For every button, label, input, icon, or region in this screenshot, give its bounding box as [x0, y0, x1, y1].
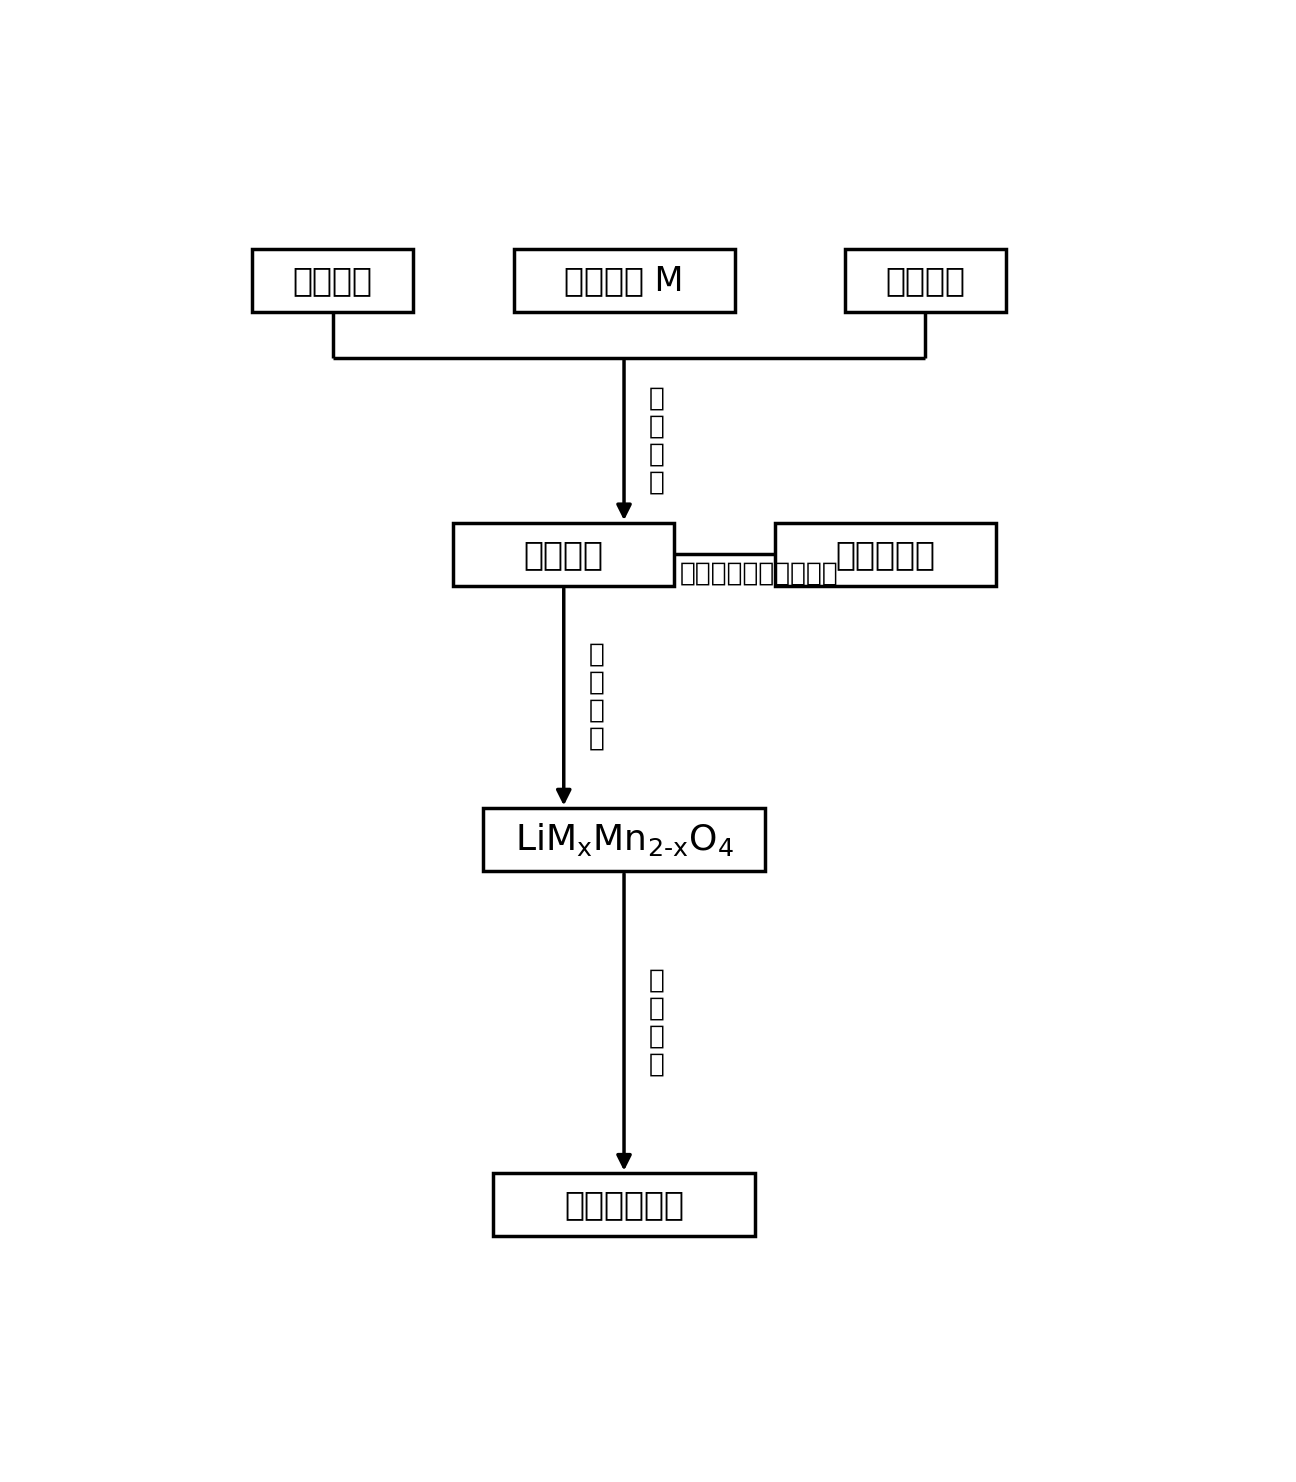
Text: 锰源原料: 锰源原料	[885, 264, 966, 296]
Text: 低
温
合
成: 低 温 合 成	[588, 642, 605, 751]
Text: 正极活性材料: 正极活性材料	[564, 1189, 684, 1221]
Text: 球
磨
混
合: 球 磨 混 合	[649, 385, 665, 495]
Bar	[253, 249, 413, 311]
Text: 掺杂元素 M: 掺杂元素 M	[564, 264, 684, 296]
Text: 混合物料: 混合物料	[524, 538, 604, 571]
Text: 湿法混合、干燥、研磨: 湿法混合、干燥、研磨	[679, 560, 839, 585]
Bar	[845, 249, 1006, 311]
Bar	[513, 249, 735, 311]
Bar	[483, 808, 765, 871]
Text: 锂源原料: 锂源原料	[293, 264, 373, 296]
Bar	[775, 523, 995, 585]
Bar	[454, 523, 674, 585]
Text: 氧化剂溶液: 氧化剂溶液	[835, 538, 936, 571]
Text: $\mathrm{LiM_xMn_{2\text{-}x}O_4}$: $\mathrm{LiM_xMn_{2\text{-}x}O_4}$	[515, 821, 734, 858]
Bar	[494, 1174, 754, 1236]
Text: 高
温
结
晶: 高 温 结 晶	[649, 968, 665, 1077]
